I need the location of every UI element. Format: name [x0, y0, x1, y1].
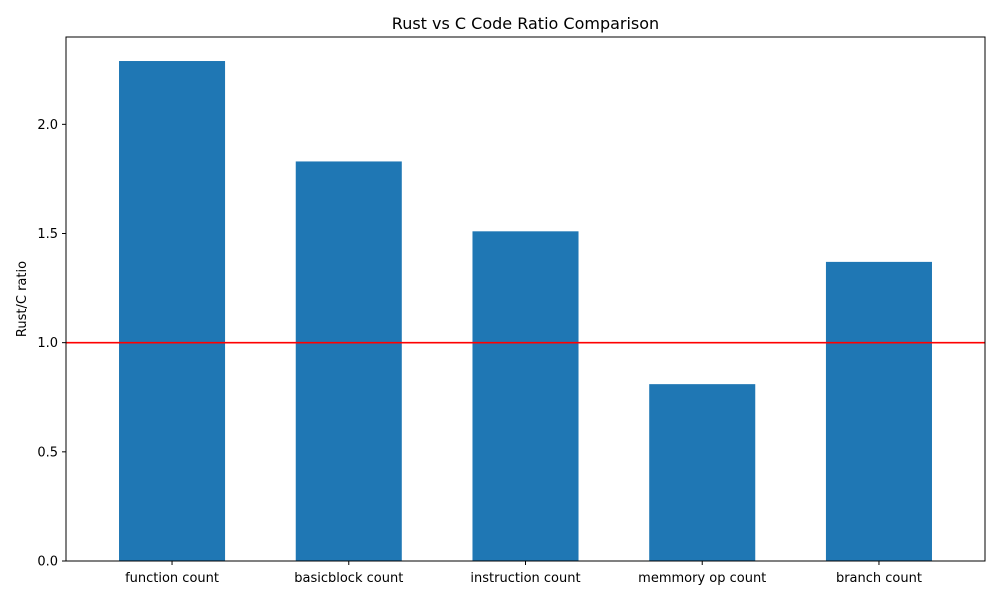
y-axis-ticks: 0.0 0.5 1.0 1.5 2.0 — [37, 118, 66, 570]
y-tick-label: 0.5 — [37, 445, 58, 460]
y-tick-label: 1.0 — [37, 336, 58, 351]
bars-group — [119, 61, 932, 562]
x-axis-ticks: function count basicblock count instructio… — [125, 561, 922, 586]
bar-function-count — [119, 61, 226, 562]
chart-title: Rust vs C Code Ratio Comparison — [392, 14, 659, 33]
x-tick-label: basicblock count — [294, 571, 403, 586]
x-tick-label: memmory op count — [638, 571, 766, 586]
bar-memmory-op-count — [649, 384, 756, 561]
bar-branch-count — [825, 261, 932, 561]
y-tick-label: 0.0 — [37, 555, 58, 570]
x-tick-label: branch count — [836, 571, 922, 586]
plot-frame — [65, 36, 986, 562]
y-axis-label: Rust/C ratio — [15, 261, 30, 337]
y-tick-label: 2.0 — [37, 118, 58, 133]
x-tick-label: instruction count — [470, 571, 580, 586]
y-tick-label: 1.5 — [37, 227, 58, 242]
bar-basicblock-count — [295, 161, 402, 561]
x-tick-label: function count — [125, 571, 219, 586]
bar-instruction-count — [472, 231, 579, 562]
